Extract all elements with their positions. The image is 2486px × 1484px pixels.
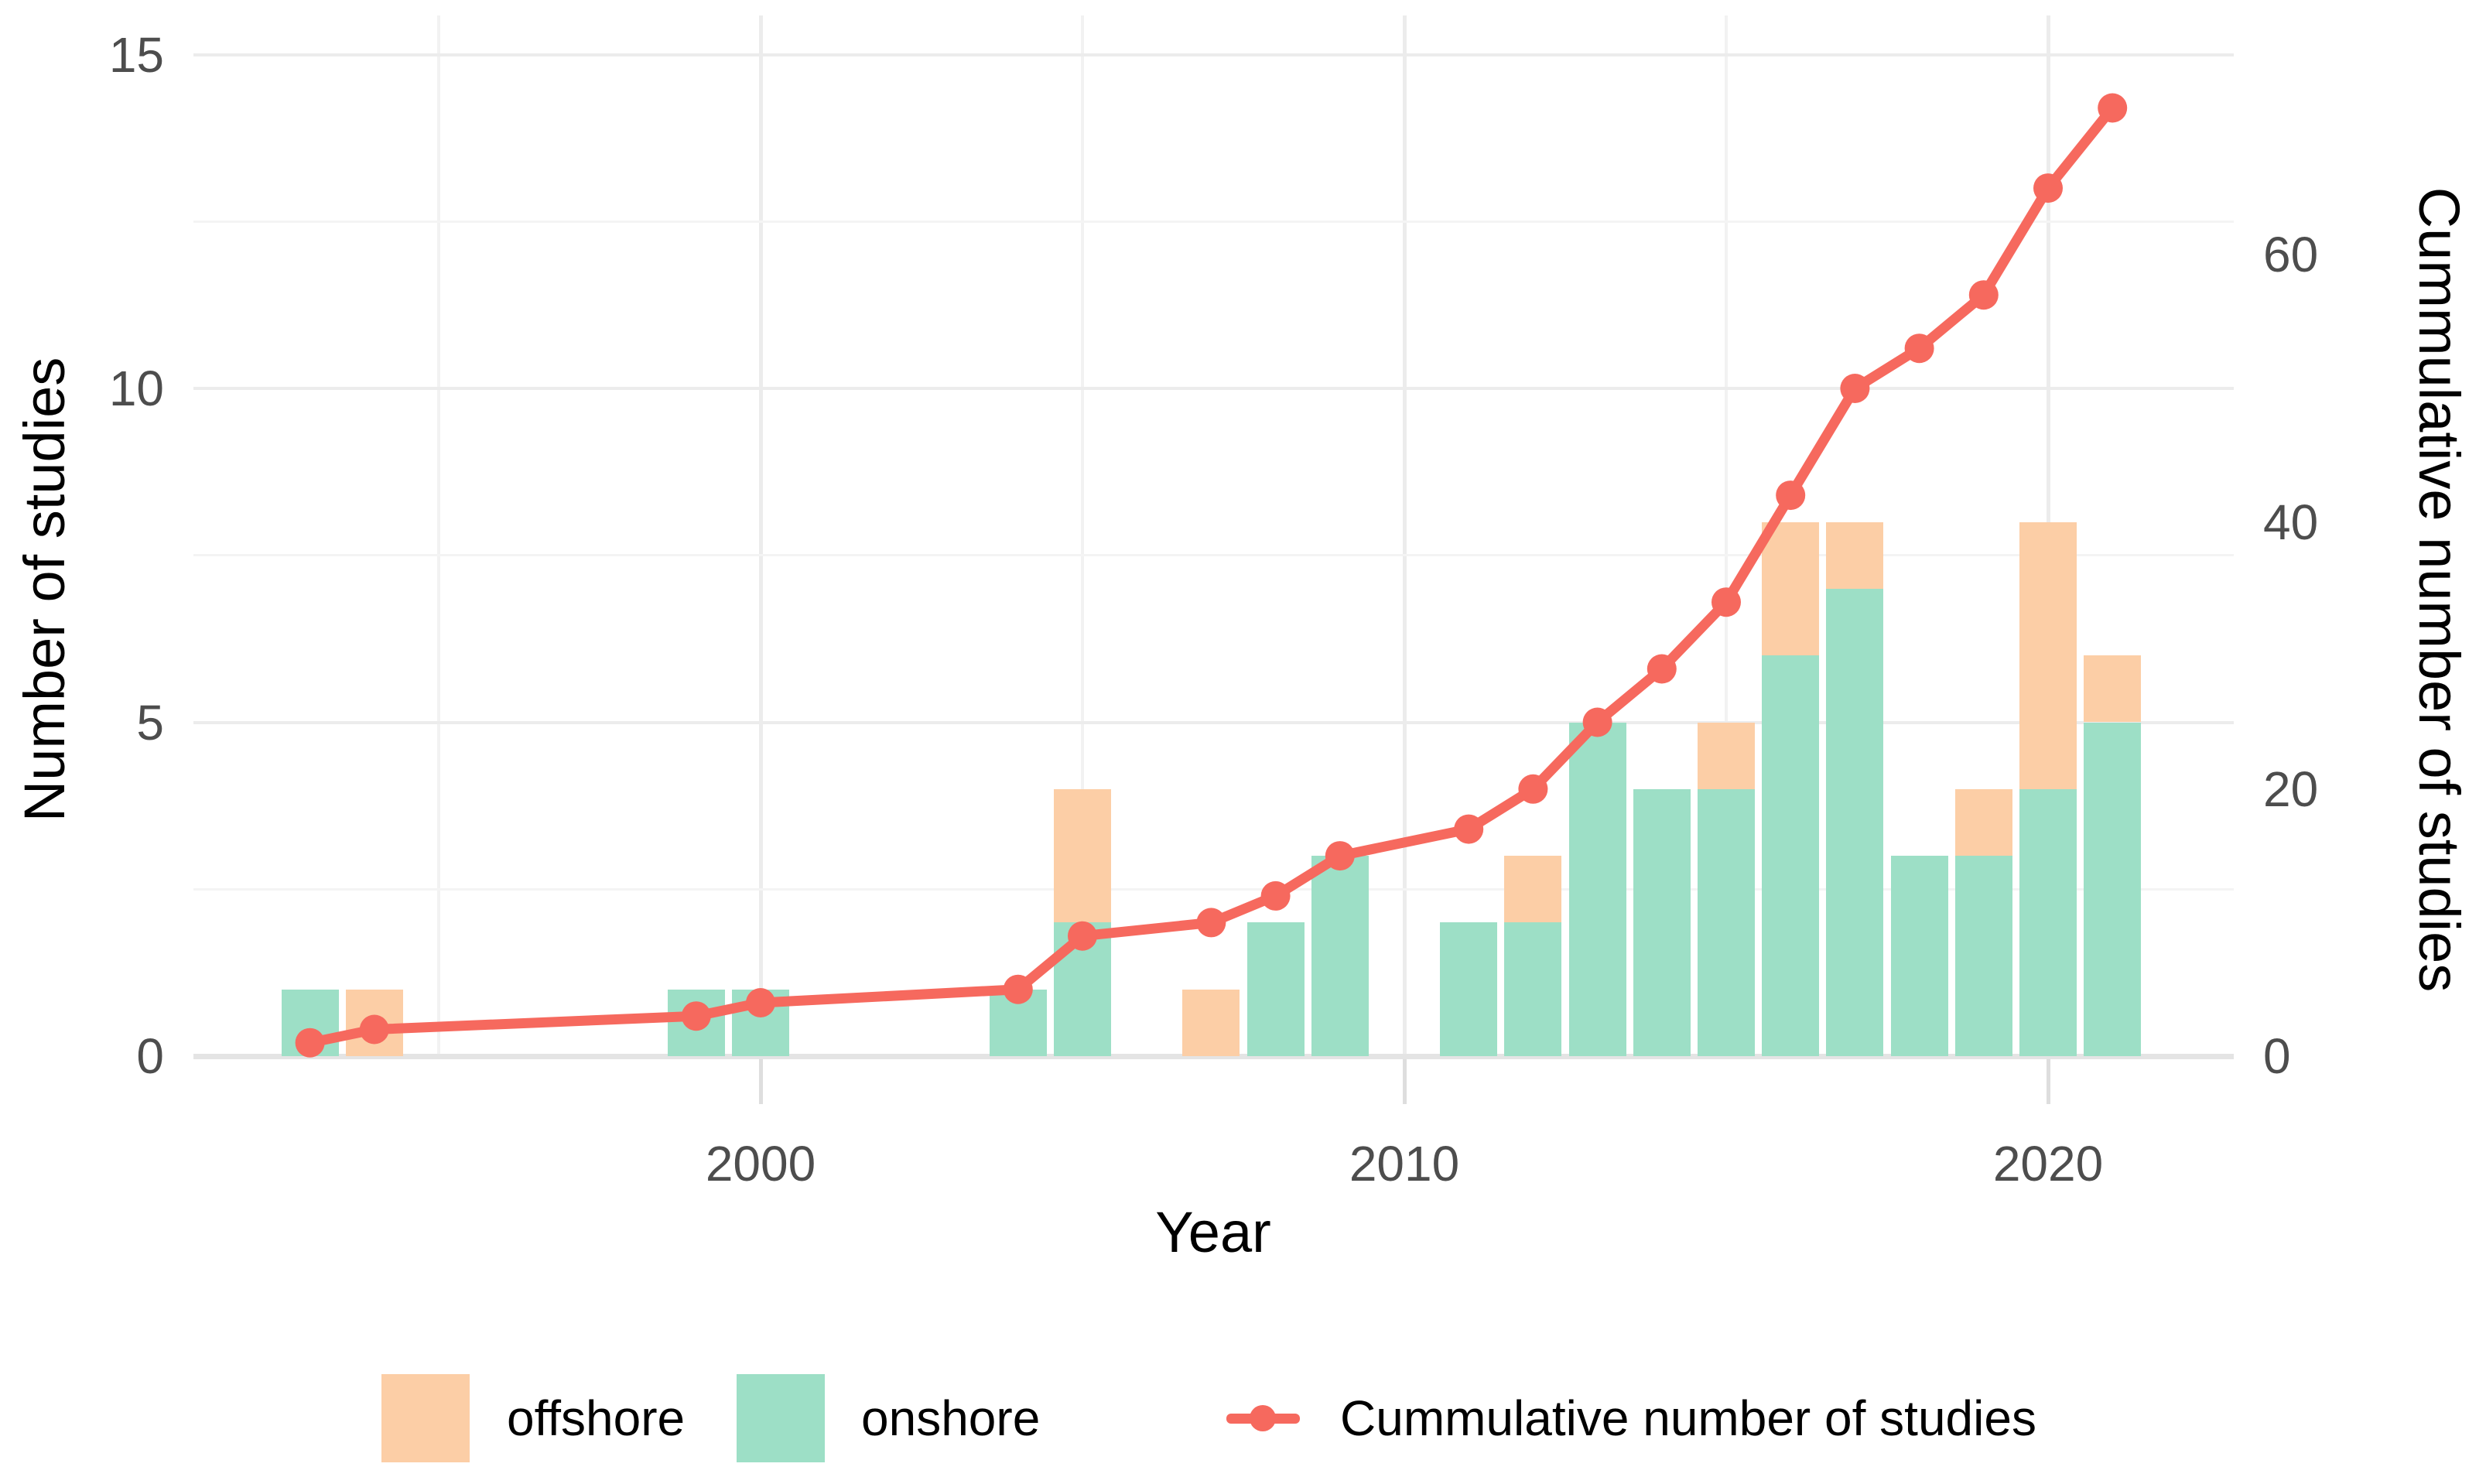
bar-onshore-2013 [1568,722,1626,1056]
legend-dot-icon [1250,1405,1276,1431]
legend-label-cumulative: Cummulative number of studies [1340,1390,2036,1446]
cumulative-point-2004 [1003,974,1033,1004]
bar-offshore-2016 [1762,521,1820,656]
cumulative-point-2011 [1454,814,1484,844]
y-right-tick-label: 20 [2263,761,2319,817]
bar-offshore-2020 [2019,521,2077,789]
cumulative-point-2013 [1582,707,1612,737]
cumulative-point-2020 [2033,173,2063,203]
x-axis-tick [1402,1059,1407,1104]
x-axis-baseline [193,1054,2234,1059]
y-major-gridline [193,387,2234,390]
bar-onshore-2017 [1826,588,1884,1056]
y-left-tick-label: 15 [108,26,164,83]
bar-offshore-2007 [1182,989,1240,1056]
x-minor-gridline [1081,15,1084,1056]
bar-offshore-2012 [1504,856,1562,923]
y-minor-gridline [193,220,2234,223]
legend-label-offshore: offshore [507,1390,686,1446]
bar-onshore-2015 [1698,788,1755,1056]
cumulative-point-2007 [1196,908,1226,938]
y-minor-gridline [193,887,2234,891]
cumulative-point-1999 [681,1001,711,1031]
y-left-tick-label: 0 [136,1028,164,1084]
bar-onshore-2008 [1246,922,1305,1056]
cumulative-point-2014 [1647,654,1677,684]
y-axis-title-right: Cummulative number of studies [2407,186,2471,993]
x-axis-title: Year [1155,1200,1271,1264]
bar-offshore-2017 [1826,521,1884,589]
bar-onshore-2020 [2019,788,2077,1056]
bar-onshore-2009 [1311,856,1369,1056]
cumulative-point-1994 [359,1014,389,1045]
legend-label-onshore: onshore [861,1390,1041,1446]
bar-onshore-2018 [1890,856,1948,1056]
cumulative-point-2000 [746,988,775,1017]
bar-onshore-2012 [1504,922,1562,1056]
y-left-tick-label: 5 [136,694,164,751]
bar-onshore-2019 [1954,856,2012,1056]
bar-onshore-2021 [2084,722,2142,1056]
bar-onshore-2016 [1762,655,1820,1056]
cumulative-point-2017 [1840,374,1870,403]
y-major-gridline [193,53,2234,56]
x-minor-gridline [1725,15,1728,1056]
cumulative-line [305,103,2118,1048]
x-major-gridline [758,15,763,1056]
y-axis-title-left: Number of studies [12,357,77,822]
cumulative-point-1993 [295,1028,325,1058]
x-tick-label: 2020 [1992,1136,2104,1192]
cumulative-point-2019 [1968,280,1999,310]
cumulative-point-2005 [1068,921,1097,951]
y-major-gridline [193,720,2234,724]
bar-offshore-2005 [1054,788,1111,923]
x-tick-label: 2010 [1349,1136,1460,1192]
bar-offshore-2019 [1954,788,2012,857]
legend-swatch-offshore [381,1374,470,1462]
bar-offshore-2021 [2084,655,2142,723]
bar-onshore-2011 [1440,922,1498,1056]
x-axis-tick [2046,1059,2050,1104]
bar-onshore-2014 [1633,788,1691,1056]
y-right-tick-label: 40 [2263,494,2319,550]
x-major-gridline [1402,15,1407,1056]
cumulative-point-2018 [1904,333,1934,364]
x-axis-tick [758,1059,763,1104]
cumulative-point-2016 [1776,480,1806,511]
cumulative-point-2009 [1325,841,1355,871]
y-minor-gridline [193,554,2234,557]
cumulative-point-2015 [1711,587,1741,617]
x-tick-label: 2000 [705,1136,816,1192]
y-left-tick-label: 10 [108,361,164,416]
cumulative-point-2021 [2098,93,2128,123]
bar-offshore-2015 [1698,722,1755,789]
cumulative-point-2012 [1518,774,1548,804]
legend-swatch-onshore [737,1374,825,1462]
x-minor-gridline [437,15,440,1056]
y-right-tick-label: 60 [2263,227,2319,283]
cumulative-point-2008 [1260,880,1291,911]
y-right-tick-label: 0 [2263,1028,2291,1084]
